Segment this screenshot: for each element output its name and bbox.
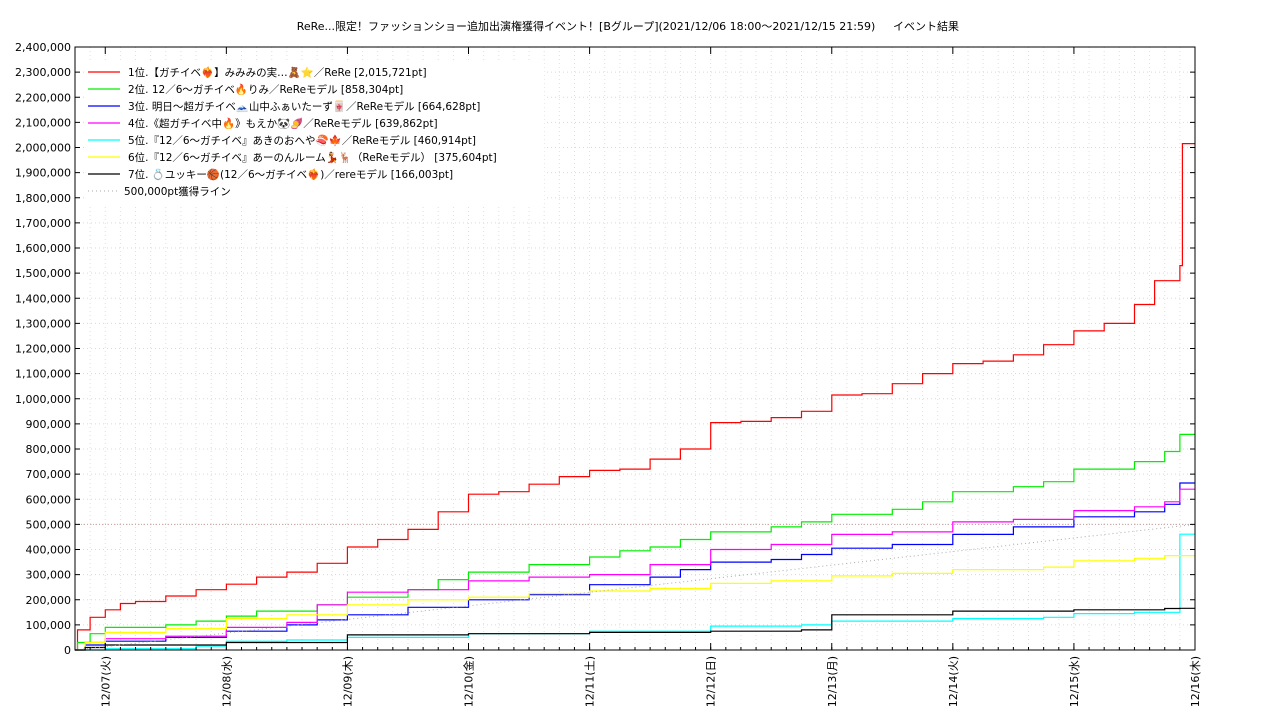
y-tick-label: 2,400,000 bbox=[15, 41, 71, 54]
chart-title: ReRe...限定！ファッションショー追加出演権獲得イベント！[Bグループ](2… bbox=[297, 19, 876, 33]
x-tick-label: 12/07(火) bbox=[99, 656, 112, 707]
y-tick-label: 1,000,000 bbox=[15, 393, 71, 406]
y-tick-label: 1,800,000 bbox=[15, 192, 71, 205]
legend-label: 6位.『12／6〜ガチイベ』あーのんルーム💃🦌（ReReモデル） [375,60… bbox=[128, 151, 497, 164]
y-tick-label: 1,500,000 bbox=[15, 267, 71, 280]
legend-label: 7位. 💍ユッキー🏀(12／6〜ガチイベ❤️‍🔥)／rereモデル [166,0… bbox=[128, 167, 453, 181]
x-tick-label: 12/09(木) bbox=[341, 656, 354, 707]
legend-label: 3位. 明日〜超ガチイベ🗻山中ふぁいたーず🀄／ReReモデル [664,628p… bbox=[128, 100, 480, 113]
y-tick-label: 1,300,000 bbox=[15, 317, 71, 330]
y-tick-label: 500,000 bbox=[26, 518, 72, 531]
series-line-4 bbox=[75, 488, 1195, 651]
y-tick-label: 900,000 bbox=[26, 418, 72, 431]
series-line-2 bbox=[75, 433, 1195, 651]
y-tick-label: 700,000 bbox=[26, 468, 72, 481]
y-tick-label: 0 bbox=[64, 644, 71, 657]
y-tick-label: 600,000 bbox=[26, 493, 72, 506]
y-tick-label: 800,000 bbox=[26, 443, 72, 456]
x-axis: 12/07(火) 12/08(水) 12/09(木) 12/10(金) 12/11(土)… bbox=[74, 47, 1202, 707]
y-tick-label: 200,000 bbox=[26, 594, 72, 607]
legend-label: 2位. 12／6〜ガチイベ🔥りみ／ReReモデル [858,304pt] bbox=[128, 83, 403, 96]
y-tick-label: 1,200,000 bbox=[15, 343, 71, 356]
x-tick-label: 12/10(金) bbox=[462, 656, 476, 707]
x-tick-label: 12/12(日) bbox=[705, 656, 718, 707]
series-line-1 bbox=[75, 143, 1195, 651]
y-tick-label: 1,600,000 bbox=[15, 242, 71, 255]
x-tick-label: 12/15(水) bbox=[1068, 656, 1081, 707]
x-tick-label: 12/14(火) bbox=[947, 656, 960, 707]
x-tick-label: 12/11(土) bbox=[584, 656, 597, 707]
y-tick-label: 1,900,000 bbox=[15, 167, 71, 180]
legend-label: 5位.『12／6〜ガチイベ』あきのおへや🍣🍁／ReReモデル [460,914p… bbox=[128, 134, 476, 147]
y-tick-label: 2,300,000 bbox=[15, 66, 71, 79]
y-tick-label: 400,000 bbox=[26, 544, 72, 557]
legend-label: 4位.《超ガチイベ中🔥》もえか🐼🍠／ReReモデル [639,862pt] bbox=[128, 117, 438, 130]
y-tick-label: 2,100,000 bbox=[15, 116, 71, 129]
y-tick-label: 1,100,000 bbox=[15, 368, 71, 381]
y-tick-label: 1,400,000 bbox=[15, 292, 71, 305]
y-tick-label: 2,200,000 bbox=[15, 91, 71, 104]
y-tick-label: 100,000 bbox=[26, 619, 72, 632]
y-tick-label: 300,000 bbox=[26, 569, 72, 582]
x-tick-label: 12/16(木) bbox=[1189, 656, 1202, 707]
legend: 1位.【ガチイベ❤️‍🔥】みみみの実…🧸⭐️／ReRe [2,015,721pt… bbox=[84, 62, 544, 204]
legend-background bbox=[84, 62, 544, 204]
y-tick-label: 2,000,000 bbox=[15, 142, 71, 155]
chart-title-result: イベント結果 bbox=[893, 19, 959, 33]
series-line-3 bbox=[75, 482, 1195, 651]
series-line-7 bbox=[75, 607, 1195, 651]
x-tick-label: 12/08(水) bbox=[220, 656, 233, 707]
y-tick-label: 1,700,000 bbox=[15, 217, 71, 230]
y-axis: 0 100,000 200,000 300,000 400,000 500,000 600,… bbox=[15, 41, 1195, 657]
x-tick-label: 12/13(月) bbox=[826, 656, 839, 707]
series-line-6 bbox=[75, 555, 1195, 651]
legend-label: 500,000pt獲得ライン bbox=[124, 185, 231, 198]
legend-label: 1位.【ガチイベ❤️‍🔥】みみみの実…🧸⭐️／ReRe [2,015,721pt… bbox=[128, 66, 427, 79]
